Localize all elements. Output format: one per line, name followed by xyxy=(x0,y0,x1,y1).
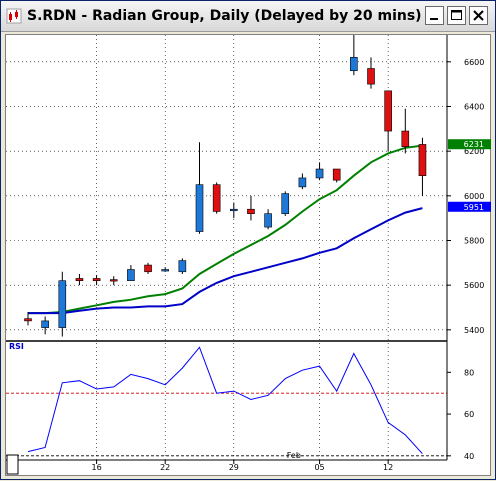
candle-body xyxy=(332,168,341,181)
candle-body xyxy=(247,208,255,214)
candle-body xyxy=(109,279,118,282)
candle-body xyxy=(281,193,290,214)
moving-average-line xyxy=(28,207,423,315)
candle-body xyxy=(367,68,375,85)
rsi-tick-label: 80 xyxy=(464,368,474,377)
price-candles xyxy=(24,32,427,337)
date-tick-label: 05 xyxy=(314,463,324,472)
date-tick-label: 12 xyxy=(383,463,393,472)
candle-body xyxy=(161,269,169,272)
candle-body xyxy=(230,208,238,212)
close-button[interactable] xyxy=(469,6,488,25)
candle-body xyxy=(195,184,204,232)
candle-body xyxy=(350,57,358,72)
date-tick-label: 29 xyxy=(229,463,239,472)
moving-average-line xyxy=(28,144,423,315)
price-axis: 5400 5600 5800 6000 6200 6400 6600 xyxy=(447,58,484,335)
candle-body xyxy=(127,269,135,281)
last-value-badges: 6231 5951 xyxy=(448,139,491,212)
rsi-tick-label: 60 xyxy=(464,410,474,419)
minimize-icon xyxy=(430,18,438,20)
rsi-title: RSI xyxy=(9,342,24,351)
candle-body xyxy=(264,213,272,228)
candle-body xyxy=(212,184,221,212)
price-tick-label: 5400 xyxy=(464,326,484,335)
last-value-badge xyxy=(448,139,491,150)
candle-body xyxy=(418,144,427,177)
last-value-badge xyxy=(448,201,491,212)
scroll-handle[interactable] xyxy=(6,454,19,475)
maximize-icon xyxy=(451,10,462,20)
candle-body xyxy=(92,278,101,281)
rsi-axis: 40 60 80 xyxy=(447,368,474,461)
minimize-button[interactable] xyxy=(425,6,444,25)
candle-body xyxy=(58,280,67,328)
title-bar[interactable]: S.RDN - Radian Group, Daily (Delayed by … xyxy=(1,1,495,32)
rsi-tick-label: 40 xyxy=(464,452,474,461)
price-tick-label: 5800 xyxy=(464,236,484,245)
date-tick-label: Feb xyxy=(287,451,301,460)
candle-body xyxy=(315,168,324,179)
rsi-plot xyxy=(27,346,423,455)
price-tick-label: 6400 xyxy=(464,102,484,111)
price-tick-label: 6200 xyxy=(464,147,484,156)
candle-body xyxy=(401,130,410,147)
maximize-button[interactable] xyxy=(447,6,466,25)
date-axis: 16 22 29 Feb 05 12 xyxy=(92,451,394,472)
date-tick-label: 16 xyxy=(92,463,102,472)
candle-body xyxy=(384,90,392,132)
price-grid xyxy=(6,35,447,460)
rsi-line xyxy=(27,346,423,455)
chart-area: 5400 5600 5800 6000 6200 6400 6600 40 60 80 16 22… xyxy=(5,32,492,477)
candle-body xyxy=(41,320,49,328)
price-tick-label: 5600 xyxy=(464,281,484,290)
window-title: S.RDN - Radian Group, Daily (Delayed by … xyxy=(27,8,422,24)
last-value-label: 5951 xyxy=(464,203,484,212)
candle-body xyxy=(144,264,152,273)
close-icon xyxy=(473,10,484,21)
moving-averages xyxy=(28,144,423,315)
price-tick-label: 6000 xyxy=(464,192,484,201)
date-tick-label: 22 xyxy=(160,463,170,472)
app-chart-icon xyxy=(6,8,22,24)
last-value-label: 6231 xyxy=(464,140,484,149)
price-tick-label: 6600 xyxy=(464,58,484,67)
candle-body xyxy=(75,278,84,281)
candle-body xyxy=(178,260,187,273)
rsi-grid xyxy=(6,392,447,457)
candle-body xyxy=(24,318,32,322)
candle-body xyxy=(298,177,307,188)
chart-canvas[interactable]: 5400 5600 5800 6000 6200 6400 6600 40 60 80 16 22… xyxy=(6,32,492,477)
